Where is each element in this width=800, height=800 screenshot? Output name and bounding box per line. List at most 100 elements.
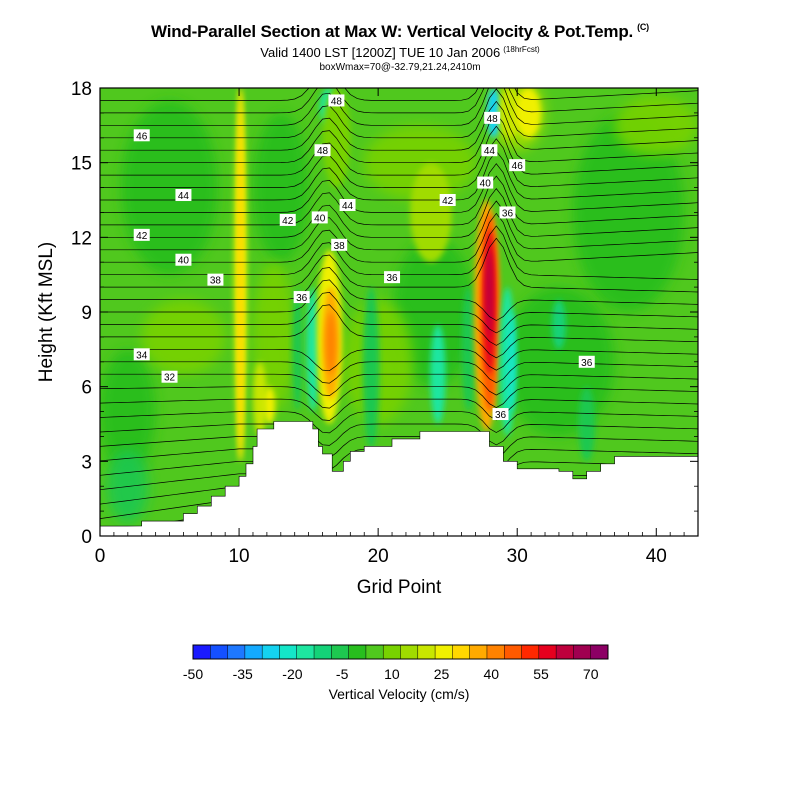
contour-label-9: 48 [314, 144, 331, 157]
colorbar-tick-label: 55 [533, 666, 549, 682]
y-tick-label: 0 [81, 527, 92, 548]
x-tick-label: 20 [368, 546, 389, 567]
contour-label-6: 34 [133, 348, 150, 361]
isentrope-line [100, 304, 698, 359]
field-plume [499, 88, 522, 138]
isentrope-line [100, 423, 698, 446]
isentrope-line [100, 292, 698, 346]
contour-label-text: 40 [314, 213, 326, 224]
contour-label-text: 44 [178, 191, 190, 202]
y-tick-label: 3 [81, 452, 92, 473]
x-tick-label: 10 [228, 546, 249, 567]
chart-box-info: boxWmax=70@-32.79,21.24,2410m [319, 62, 481, 73]
isentrope-line [100, 411, 698, 434]
colorbar-swatch [383, 645, 401, 659]
field-zone [614, 95, 698, 156]
isentrope-line [100, 373, 698, 396]
isentrope-line [100, 237, 698, 293]
isentrope-line [100, 200, 698, 251]
y-tick-label: 9 [81, 303, 92, 324]
contour-label-14: 36 [384, 271, 401, 284]
contour-label-text: 36 [581, 358, 593, 369]
colorbar-swatch [417, 645, 436, 659]
contour-label-text: 38 [210, 276, 222, 287]
field-plume [325, 312, 336, 375]
y-tick-label: 15 [71, 154, 92, 175]
contour-label-box [175, 189, 192, 202]
x-tick-label: 30 [507, 546, 528, 567]
colorbar-swatch [210, 645, 229, 659]
colorbar-swatch [348, 645, 367, 659]
field-zone [100, 349, 156, 474]
contour-label-box [499, 206, 516, 219]
contour-label-text: 32 [164, 373, 176, 384]
isentrope-line [100, 361, 698, 384]
terrain-mask [99, 421, 699, 537]
contour-label-7: 32 [161, 370, 178, 384]
contour-label-text: 44 [342, 201, 354, 212]
isentrope-line [100, 100, 698, 151]
colorbar-swatch [296, 645, 315, 659]
contour-label-box [314, 144, 331, 157]
isentrope-line [100, 175, 698, 226]
contour-label-text: 46 [136, 131, 148, 142]
colorbar-title: Vertical Velocity (cm/s) [329, 686, 470, 702]
field-plume [507, 312, 516, 412]
isentrope-line [100, 188, 698, 238]
contour-label-16: 44 [481, 144, 498, 157]
colorbar-tick-label: -20 [282, 666, 302, 682]
contour-label-3: 40 [175, 253, 192, 267]
contour-label-box [484, 111, 501, 124]
field-plume [515, 88, 541, 138]
isentrope-line [100, 212, 698, 263]
isentrope-line [100, 88, 462, 89]
contour-label-19: 40 [477, 176, 494, 190]
field-plume [485, 249, 493, 337]
colorbar-swatch [279, 645, 298, 659]
colorbar-swatch [400, 645, 419, 659]
contour-label-20: 36 [499, 206, 516, 219]
field-plume [362, 287, 380, 449]
contour-label-text: 36 [296, 293, 308, 304]
contour-label-text: 48 [331, 96, 343, 107]
contour-label-5: 36 [293, 291, 310, 304]
contour-label-text: 48 [317, 146, 329, 157]
contour-label-text: 38 [334, 241, 346, 252]
isentrope-line [100, 163, 698, 213]
y-tick-label: 6 [81, 378, 92, 399]
terrain-shape [99, 421, 699, 537]
field-plume [292, 287, 303, 412]
contour-labels: 46 44 42 40 38 36 34 32 48 48 42 40 44 38 36 48 44 46 42 40… [133, 94, 595, 421]
isentrope-line [100, 88, 698, 126]
contour-label-10: 42 [279, 213, 296, 227]
contour-label-text: 36 [386, 273, 398, 284]
colorbar-tick-label: 40 [483, 666, 499, 682]
colorbar-swatch [193, 645, 211, 659]
colorbar-swatch [556, 645, 574, 659]
isentrope-line [100, 88, 698, 114]
contour-label-text: 46 [512, 161, 524, 172]
colorbar-tick-label: -35 [233, 666, 253, 682]
contour-label-box [331, 238, 348, 251]
contour-label-box [133, 129, 150, 142]
isentrope-line [100, 436, 698, 459]
contour-label-box [133, 348, 150, 361]
isentrope-line [100, 113, 698, 164]
contour-label-box [578, 355, 595, 368]
contour-label-4: 38 [207, 273, 224, 287]
isentrope-line [100, 386, 698, 409]
isentrope-line [100, 125, 698, 176]
colorbar-swatch [469, 645, 488, 659]
contour-label-box [328, 94, 345, 107]
copyright-mark: (C) [637, 22, 649, 32]
contour-label-text: 34 [136, 350, 148, 361]
colorbar: -50 -35 -20 -5 10 25 40 55 70 [183, 644, 609, 682]
chart-subtitle: Valid 1400 LST [1200Z] TUE 10 Jan 2006 (1… [260, 45, 540, 60]
contour-label-box [311, 211, 328, 224]
y-tick-label: 18 [71, 79, 92, 100]
contour-label-12: 44 [339, 198, 356, 212]
contour-label-21: 36 [578, 355, 595, 369]
colorbar-swatch [262, 645, 280, 659]
